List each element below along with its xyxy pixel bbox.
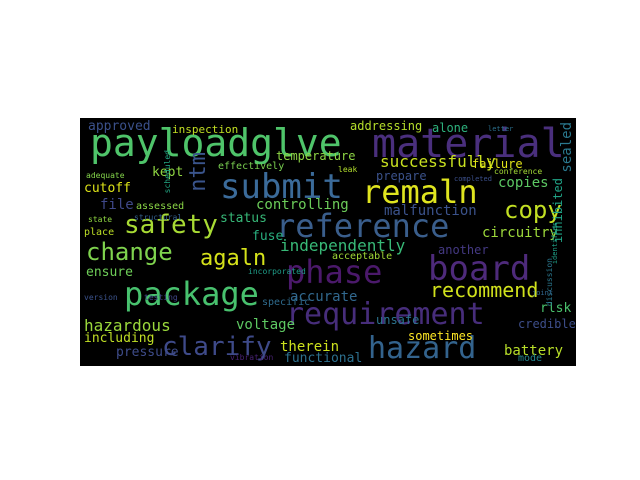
word-discussion: discussion [545,258,554,307]
word-functional: functional [284,351,363,366]
word-payloadglve: payloadglve [90,121,342,165]
word-copies: copies [498,175,549,191]
word-ntm: ntm [186,152,211,192]
word-rlsk: rlsk [540,301,572,316]
word-version: version [84,293,118,302]
word-acceptable: acceptable [332,251,393,262]
word-requirement: requirement [286,297,485,332]
word-controlling: controlling [256,197,349,213]
word-identifies: identifies [551,222,559,265]
word-submit: submit [220,167,343,207]
word-assessed: assessed [136,201,185,212]
word-joint: joint [532,289,554,297]
word-circuitry: circuitry [482,225,558,241]
word-safety: safety [124,210,218,240]
word-mode: mode [518,353,543,364]
word-prepare: prepare [376,169,427,183]
word-addressing: addressing [350,119,423,133]
word-cloud: payloadglve material submit remaln reference… [80,118,576,366]
word-inspection: inspection [172,123,239,136]
word-letter: letter [488,125,514,133]
word-adequate: adequate [86,171,125,180]
word-hazardous: hazardous [84,316,171,335]
word-agaln: agaln [200,246,267,271]
word-clarify: clarify [162,332,272,362]
word-pressure: pressure [116,345,179,360]
word-temperature: temperature [276,149,356,163]
word-sometimes: sometimes [408,329,474,343]
word-board: board [428,249,531,289]
word-unsafe: unsafe [376,313,420,327]
word-including: including [84,331,155,346]
word-fuse: fuse [252,229,284,244]
word-completed: completed [454,175,492,183]
word-hazard: hazard [368,331,477,366]
word-vibration: vibration [230,353,274,362]
word-state: state [88,215,113,224]
word-approved: approved [88,119,151,134]
word-copy: copy [504,196,562,224]
word-credible: credible [518,317,576,331]
word-change: change [86,238,173,266]
word-remaln: remaln [362,173,478,211]
word-therein: therein [280,339,340,355]
word-battery: battery [504,343,564,359]
word-effectively: effectively [218,161,285,172]
word-incorporated: incorporated [248,267,306,276]
word-cutoff: cutoff [84,181,131,196]
word-package: package [124,275,259,313]
word-successfully: successfully [380,152,496,171]
word-specific: specific [262,297,311,308]
word-conference: conference [494,167,543,176]
word-alone: alone [432,121,469,135]
word-malfunction: malfunction [384,203,477,219]
word-voltage: voltage [236,317,296,333]
word-failure: failure [472,157,523,171]
word-file: file [100,197,134,213]
word-structural: structural [134,213,183,222]
word-testing: testing [144,293,178,302]
word-sealed: sealed [559,122,575,173]
word-kept: kept [152,165,184,180]
word-material: material [372,121,565,167]
word-ensure: ensure [86,265,133,280]
word-place: place [84,227,115,238]
word-phase: phase [286,253,383,291]
word-recommend: recommend [430,278,539,302]
word-independently: independently [280,236,406,255]
word-another: another [438,243,489,257]
word-scheduled: scheduled [163,150,172,194]
word-status: status [220,211,267,226]
word-accurate: accurate [290,289,358,305]
word-leak: leak [338,165,358,174]
word-reference: reference [276,207,450,245]
